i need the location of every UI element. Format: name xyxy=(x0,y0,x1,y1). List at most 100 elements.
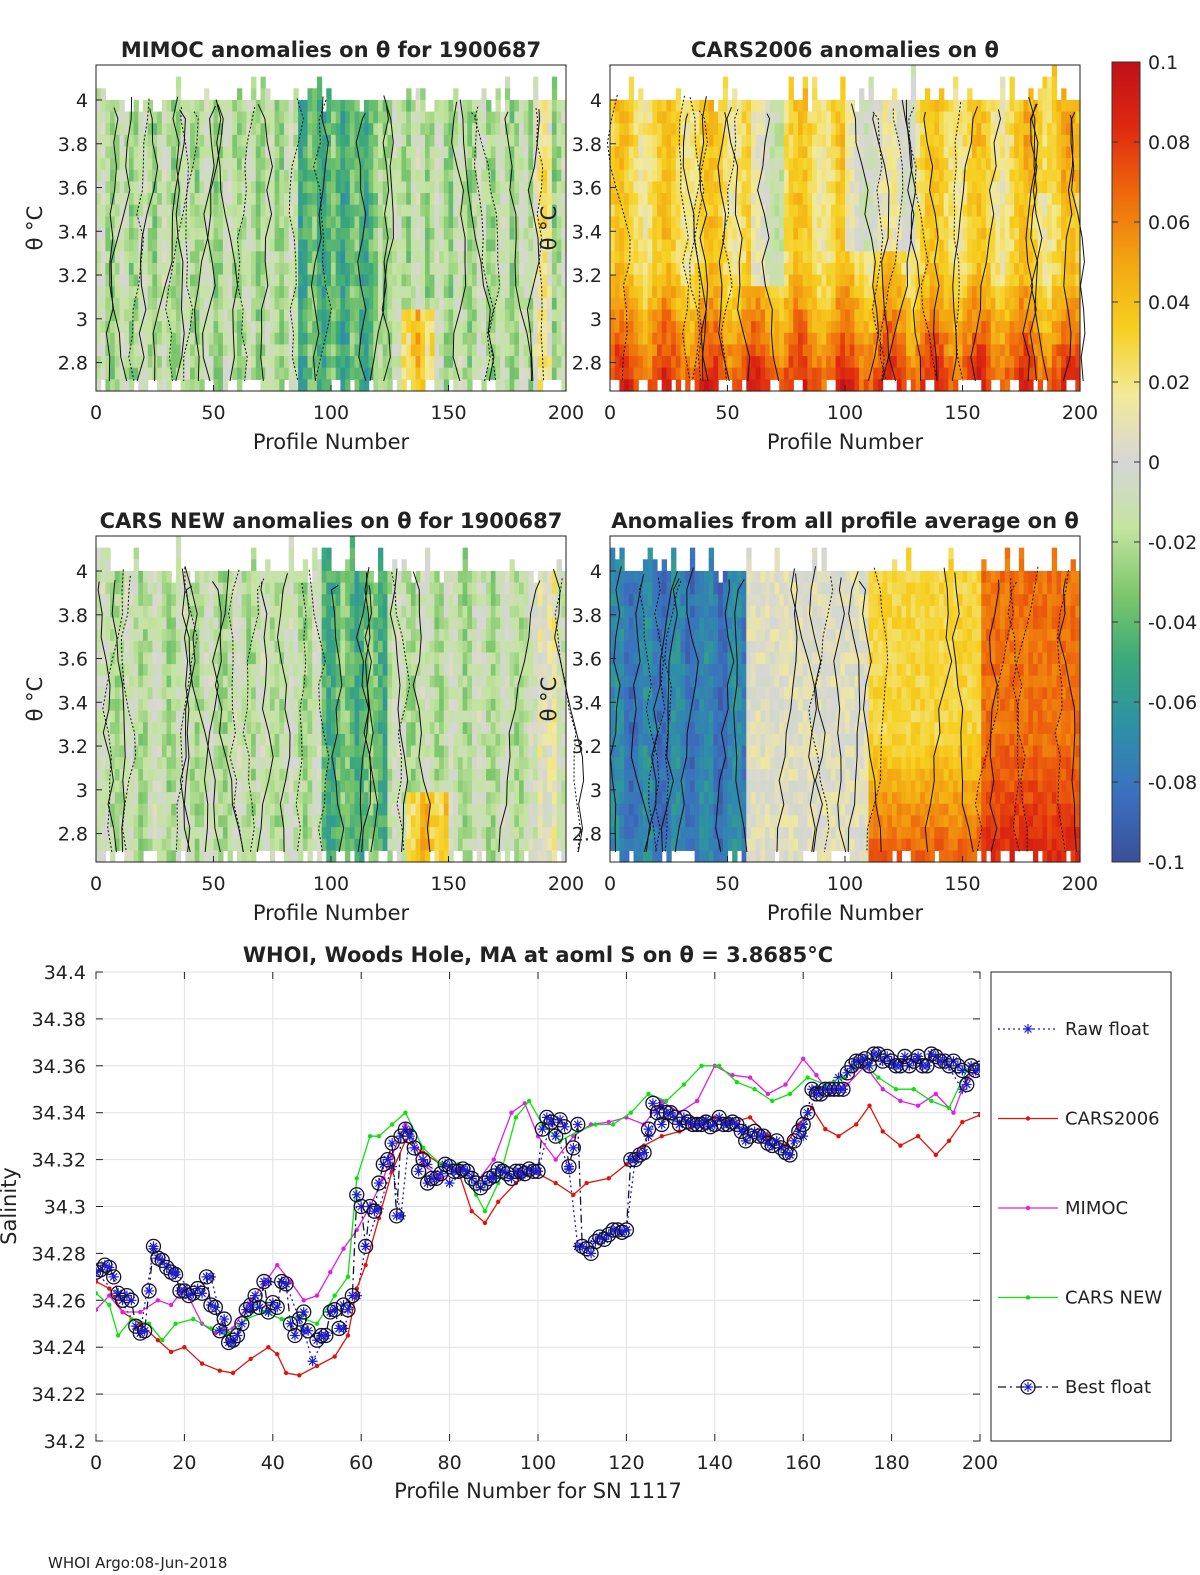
heatmap-cell xyxy=(727,262,733,276)
heatmap-cell xyxy=(269,379,276,392)
heatmap-cell xyxy=(340,332,346,346)
heatmap-cell xyxy=(760,123,766,136)
heatmap-cell xyxy=(986,321,992,334)
heatmap-cell xyxy=(340,134,346,148)
heatmap-cell xyxy=(349,239,356,252)
heatmap-cell xyxy=(138,379,144,392)
heatmap-cell xyxy=(863,216,870,229)
heatmap-cell xyxy=(812,344,818,357)
heatmap-cell xyxy=(335,204,341,217)
heatmap-cell xyxy=(528,262,534,276)
heatmap-cell xyxy=(1056,309,1062,322)
heatmap-cell xyxy=(1018,286,1025,299)
heatmap-cell xyxy=(873,134,879,148)
heatmap-cell xyxy=(439,251,445,264)
heatmap-cell xyxy=(1023,356,1029,369)
heatmap-cell xyxy=(105,99,111,113)
heatmap-cell xyxy=(633,99,639,113)
heatmap-cell xyxy=(704,286,710,299)
heatmap-cell xyxy=(628,332,635,346)
heatmap-cell xyxy=(788,158,794,171)
heatmap-cell xyxy=(807,274,813,287)
heatmap-cell xyxy=(685,99,691,113)
heatmap-cell xyxy=(213,332,219,346)
heatmap-cell xyxy=(551,111,558,124)
heatmap-cell xyxy=(783,251,790,264)
heatmap-cell xyxy=(633,134,639,148)
contour-line xyxy=(236,106,256,382)
heatmap-cell xyxy=(284,251,290,264)
heatmap-cell xyxy=(406,251,412,264)
heatmap-cell xyxy=(877,379,884,392)
heatmap-cell xyxy=(1051,169,1058,183)
heatmap-cell xyxy=(476,134,482,148)
heatmap-cell xyxy=(704,169,710,183)
heatmap-cell xyxy=(680,356,686,369)
heatmap-cell xyxy=(208,158,215,171)
heatmap-cell xyxy=(373,158,379,171)
heatmap-cell xyxy=(798,123,804,136)
heatmap-cell xyxy=(915,123,921,136)
heatmap-cell xyxy=(396,239,403,252)
heatmap-cell xyxy=(420,193,426,206)
heatmap-cell xyxy=(849,216,855,229)
heatmap-cell xyxy=(331,158,337,171)
heatmap-cell xyxy=(699,262,705,276)
heatmap-cell xyxy=(218,367,224,380)
heatmap-cell xyxy=(100,367,106,380)
heatmap-cell xyxy=(537,123,544,136)
heatmap-cell xyxy=(1061,239,1067,252)
heatmap-cell xyxy=(251,181,257,194)
heatmap-cell xyxy=(495,239,501,252)
heatmap-cell xyxy=(443,123,450,136)
heatmap-cell xyxy=(462,111,468,124)
heatmap-cell xyxy=(378,181,384,194)
heatmap-cell xyxy=(298,111,304,124)
heatmap-cell xyxy=(340,379,346,392)
heatmap-cell xyxy=(666,99,672,113)
heatmap-cell xyxy=(647,181,653,194)
heatmap-cell xyxy=(910,193,917,206)
heatmap-cell xyxy=(448,134,454,148)
heatmap-cell xyxy=(298,134,304,148)
heatmap-cell xyxy=(971,123,978,136)
heatmap-cell xyxy=(666,251,672,264)
heatmap-cell xyxy=(392,286,398,299)
heatmap-cell xyxy=(652,286,658,299)
heatmap-cell xyxy=(514,379,520,392)
heatmap-cell xyxy=(802,193,808,206)
heatmap-cell xyxy=(274,204,280,217)
heatmap-cell xyxy=(1014,367,1020,380)
heatmap-cell xyxy=(392,169,398,183)
heatmap-cell xyxy=(826,134,832,148)
heatmap-cell xyxy=(854,204,860,217)
heatmap-cell xyxy=(453,134,459,148)
heatmap-cell xyxy=(812,146,818,159)
heatmap-cell xyxy=(1004,134,1011,148)
heatmap-cell xyxy=(218,193,224,206)
heatmap-cell xyxy=(755,239,761,252)
heatmap-cell xyxy=(774,332,780,346)
heatmap-cell xyxy=(298,239,304,252)
heatmap-cell xyxy=(671,309,677,322)
heatmap-cell xyxy=(704,274,710,287)
heatmap-cell xyxy=(1051,204,1058,217)
heatmap-cell xyxy=(321,356,327,369)
heatmap-cell xyxy=(509,216,515,229)
heatmap-cell xyxy=(504,134,511,148)
heatmap-cell xyxy=(138,146,144,159)
heatmap-cell xyxy=(708,193,714,206)
heatmap-cell xyxy=(986,216,992,229)
heatmap-cell xyxy=(504,181,511,194)
heatmap-cell xyxy=(533,204,539,217)
heatmap-cell xyxy=(840,134,846,148)
heatmap-cell xyxy=(96,309,102,322)
heatmap-cell xyxy=(345,309,351,322)
heatmap-cell xyxy=(812,228,818,241)
heatmap-cell xyxy=(718,344,724,357)
heatmap-cell xyxy=(237,169,243,183)
heatmap-cell xyxy=(363,204,370,217)
heatmap-cell xyxy=(368,123,374,136)
heatmap-cell xyxy=(760,332,766,346)
heatmap-cell xyxy=(774,356,780,369)
